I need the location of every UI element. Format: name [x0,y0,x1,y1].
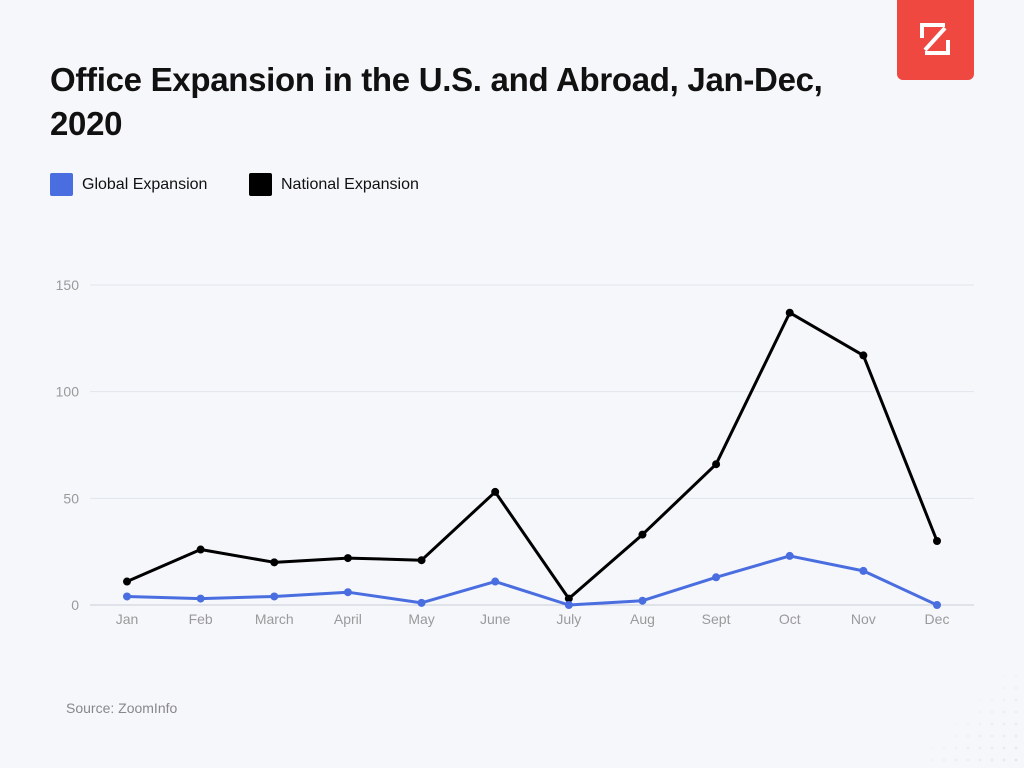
data-point-global-expansion-july [564,601,573,609]
data-point-national-expansion-july [564,594,573,603]
x-tick-label-sept: Sept [702,611,731,627]
data-point-global-expansion-march [270,592,279,601]
series-line-global-expansion [126,554,938,607]
x-tick-label-feb: Feb [189,611,213,627]
series-line-national-expansion [126,311,939,601]
legend-label-national: National Expansion [281,176,419,193]
data-point-national-expansion-march [270,558,279,567]
data-point-national-expansion-may [417,556,426,565]
x-tick-label-march: March [255,611,294,627]
y-tick-label-100: 100 [56,384,80,400]
x-tick-label-nov: Nov [851,611,876,627]
x-tick-label-may: May [408,611,434,627]
zoominfo-logo-icon [920,23,950,55]
data-point-national-expansion-dec [933,537,941,545]
data-point-global-expansion-dec [933,601,941,609]
legend-label-global: Global Expansion [82,176,208,193]
data-point-global-expansion-oct [785,551,794,560]
x-tick-label-jan: Jan [116,611,139,627]
data-point-global-expansion-sept [712,573,721,582]
data-point-global-expansion-nov [859,566,868,575]
decorative-dot-pattern [914,658,1024,768]
x-tick-label-april: April [334,611,362,627]
data-point-national-expansion-aug [638,530,647,539]
x-tick-label-june: June [480,611,511,627]
y-tick-label-150: 150 [56,277,80,293]
chart-title: Office Expansion in the U.S. and Abroad,… [50,61,823,142]
data-point-global-expansion-jan [123,592,131,601]
data-point-global-expansion-june [491,577,500,586]
zoominfo-logo [897,0,974,80]
source-note: Source: ZoomInfo [66,700,178,716]
data-point-national-expansion-nov [859,351,868,360]
data-point-national-expansion-april [343,554,352,563]
data-point-global-expansion-may [417,598,426,607]
data-point-national-expansion-oct [785,308,794,317]
legend-swatch-global [50,173,73,196]
y-tick-label-0: 0 [71,597,79,613]
data-point-global-expansion-feb [196,594,205,603]
data-point-national-expansion-jan [123,577,131,586]
x-tick-label-july: July [556,611,581,627]
data-point-national-expansion-sept [712,460,721,469]
x-tick-label-oct: Oct [779,611,801,627]
data-point-global-expansion-aug [638,596,647,605]
y-tick-label-50: 50 [63,490,79,506]
x-tick-label-aug: Aug [630,611,655,627]
data-point-national-expansion-june [491,487,500,496]
x-tick-label-dec: Dec [925,611,950,627]
legend-swatch-national [249,173,272,196]
data-point-global-expansion-april [343,588,352,597]
data-point-national-expansion-feb [196,545,205,554]
